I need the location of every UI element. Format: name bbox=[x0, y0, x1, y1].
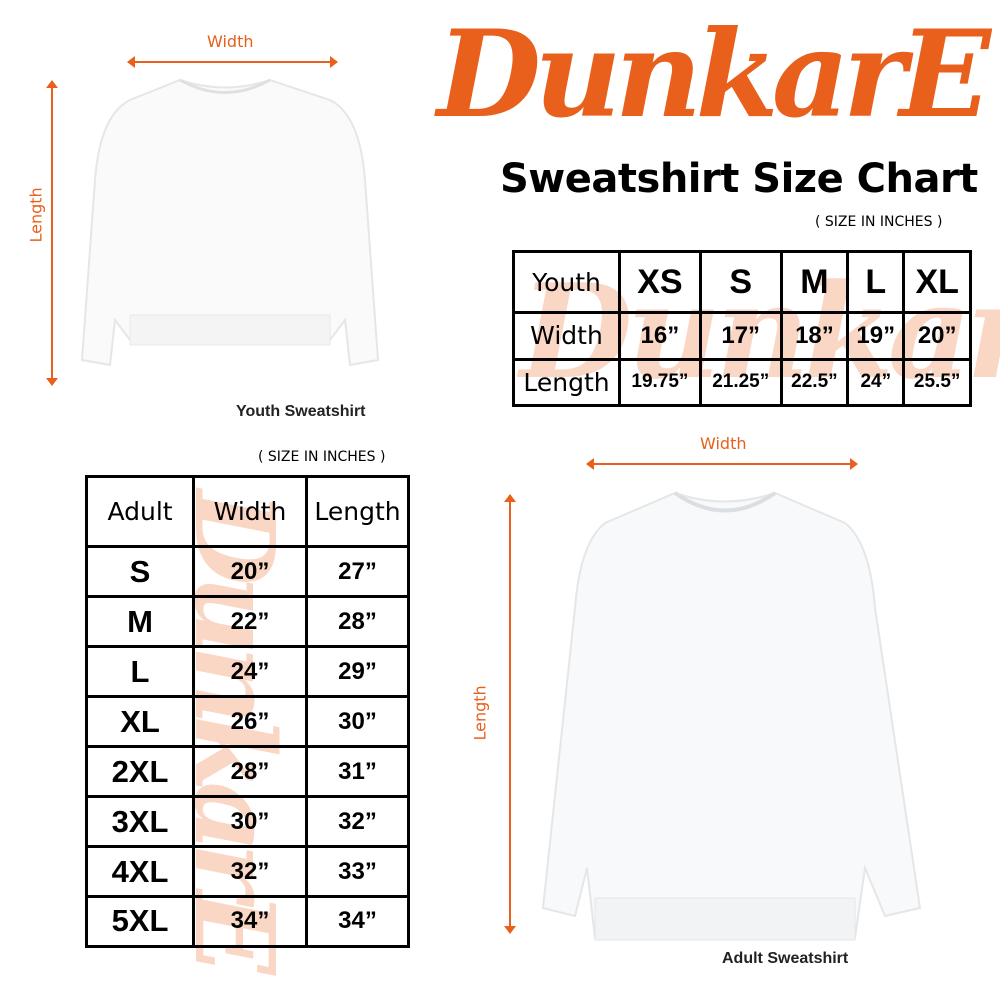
cell: 30” bbox=[192, 795, 308, 849]
table-row: 4XL 32” 33” bbox=[85, 845, 410, 898]
adult-unit-note: ( SIZE IN INCHES ) bbox=[258, 449, 386, 465]
cell: 29” bbox=[305, 645, 410, 699]
cell: 16” bbox=[618, 310, 702, 361]
youth-caption: Youth Sweatshirt bbox=[236, 403, 366, 420]
cell: 24” bbox=[192, 645, 308, 699]
header-cell: XL bbox=[902, 249, 972, 315]
cell: 33” bbox=[305, 845, 410, 898]
cell: 24” bbox=[846, 357, 906, 407]
cell: 31” bbox=[305, 745, 410, 799]
cell: 34” bbox=[305, 894, 410, 949]
youth-size-table: Youth XS S M L XL Width 16” 17” 18” 19” … bbox=[512, 249, 972, 407]
cell: 25.5” bbox=[902, 357, 972, 407]
header-cell: L bbox=[846, 249, 906, 315]
header-cell: Adult bbox=[85, 474, 195, 549]
youth-unit-note: ( SIZE IN INCHES ) bbox=[815, 214, 943, 230]
row-label: XL bbox=[85, 695, 195, 749]
youth-length-arrow bbox=[46, 80, 58, 386]
cell: 32” bbox=[305, 795, 410, 849]
table-row: Youth XS S M L XL bbox=[512, 249, 972, 315]
cell: 18” bbox=[779, 310, 850, 361]
cell: 17” bbox=[698, 310, 783, 361]
adult-sweatshirt-image bbox=[541, 491, 922, 941]
cell: 27” bbox=[305, 545, 410, 599]
cell: 28” bbox=[305, 595, 410, 649]
cell: 26” bbox=[192, 695, 308, 749]
cell: 19.75” bbox=[618, 357, 702, 407]
table-row: L 24” 29” bbox=[85, 645, 410, 699]
table-row: 2XL 28” 31” bbox=[85, 745, 410, 799]
adult-width-label: Width bbox=[700, 434, 747, 453]
header-cell: Length bbox=[305, 474, 410, 549]
row-label: 3XL bbox=[85, 795, 195, 849]
table-row: 3XL 30” 32” bbox=[85, 795, 410, 849]
row-label: S bbox=[85, 545, 195, 599]
svg-text:DunkarE: DunkarE bbox=[434, 4, 992, 145]
youth-width-arrow bbox=[127, 56, 338, 68]
table-row: XL 26” 30” bbox=[85, 695, 410, 749]
row-label: L bbox=[85, 645, 195, 699]
cell: 22” bbox=[192, 595, 308, 649]
row-label: Length bbox=[512, 357, 621, 407]
header-cell: XS bbox=[618, 249, 702, 315]
cell: 20” bbox=[902, 310, 972, 361]
page-title: Sweatshirt Size Chart bbox=[500, 156, 978, 202]
table-row: S 20” 27” bbox=[85, 545, 410, 599]
cell: 28” bbox=[192, 745, 308, 799]
youth-length-label: Length bbox=[26, 187, 46, 243]
youth-sweatshirt-image bbox=[80, 78, 380, 367]
table-row: M 22” 28” bbox=[85, 595, 410, 649]
adult-length-label: Length bbox=[470, 685, 490, 741]
table-row: Length 19.75” 21.25” 22.5” 24” 25.5” bbox=[512, 357, 972, 407]
cell: 32” bbox=[192, 845, 308, 898]
table-row: Adult Width Length bbox=[85, 474, 410, 549]
row-label: M bbox=[85, 595, 195, 649]
adult-size-table: Adult Width Length S 20” 27” M 22” 28” L 24” 29”… bbox=[85, 474, 410, 949]
adult-width-arrow bbox=[586, 458, 858, 470]
cell: 21.25” bbox=[698, 357, 783, 407]
cell: 34” bbox=[192, 894, 308, 949]
cell: 30” bbox=[305, 695, 410, 749]
header-cell: Width bbox=[192, 474, 308, 549]
adult-length-arrow bbox=[504, 494, 516, 934]
adult-caption: Adult Sweatshirt bbox=[722, 950, 849, 967]
header-cell: S bbox=[698, 249, 783, 315]
row-label: 4XL bbox=[85, 845, 195, 898]
youth-width-label: Width bbox=[207, 32, 254, 51]
table-row: Width 16” 17” 18” 19” 20” bbox=[512, 310, 972, 361]
cell: 19” bbox=[846, 310, 906, 361]
row-label: 2XL bbox=[85, 745, 195, 799]
table-row: 5XL 34” 34” bbox=[85, 894, 410, 949]
header-cell: M bbox=[779, 249, 850, 315]
cell: 20” bbox=[192, 545, 308, 599]
row-label: Width bbox=[512, 310, 621, 361]
cell: 22.5” bbox=[779, 357, 850, 407]
header-cell: Youth bbox=[512, 249, 621, 315]
row-label: 5XL bbox=[85, 894, 195, 949]
